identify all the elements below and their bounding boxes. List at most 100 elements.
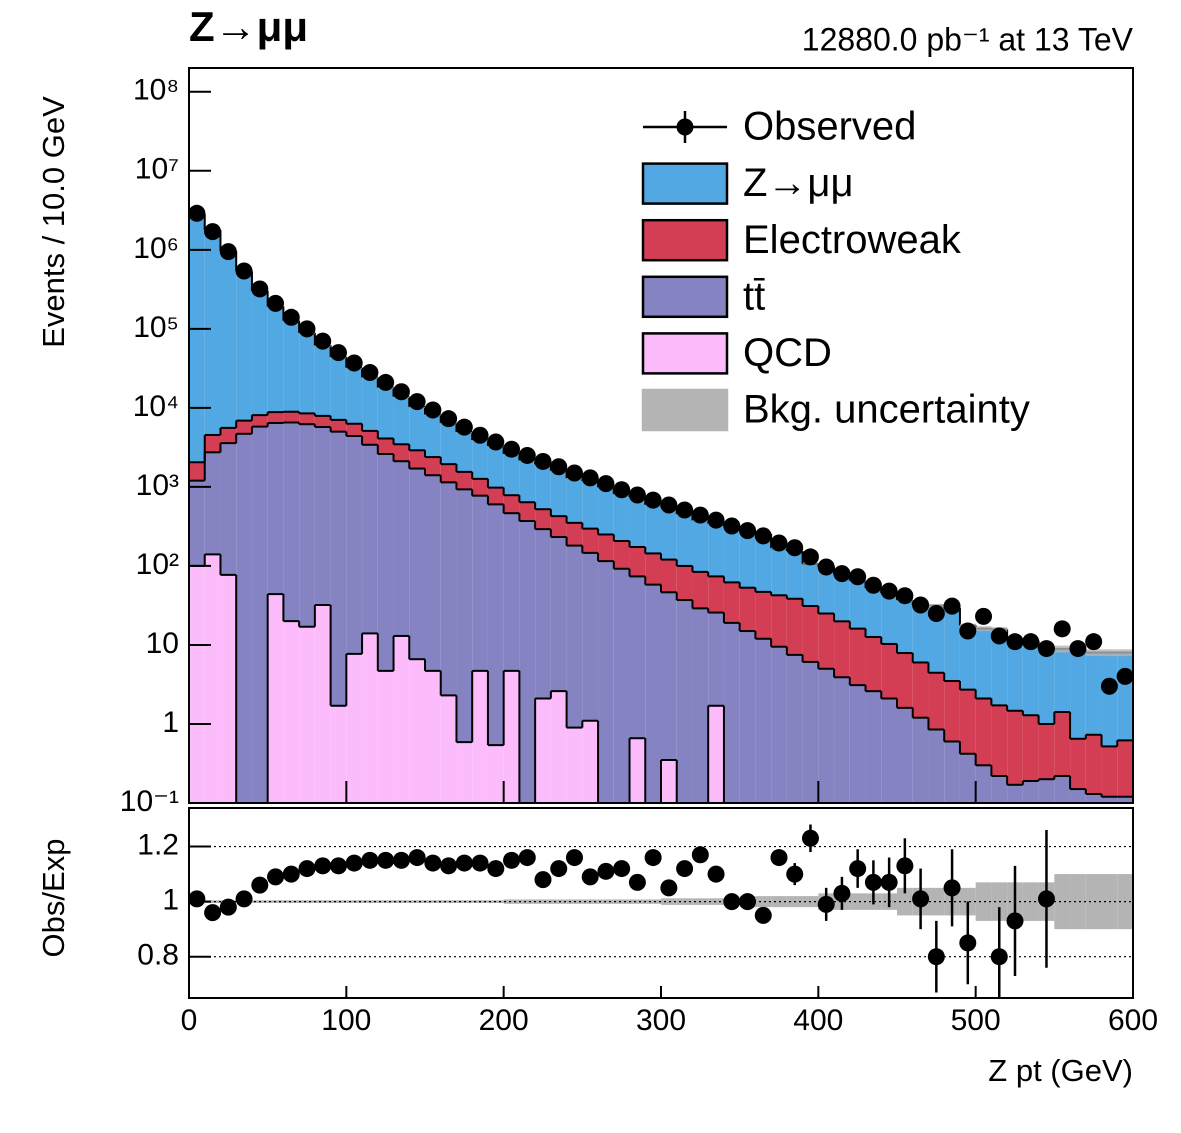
stack-bar: [582, 528, 599, 553]
observed-point: [1116, 667, 1133, 685]
uncertainty-band: [1101, 649, 1118, 657]
stack-bar: [456, 471, 473, 490]
ratio-point: [581, 868, 599, 886]
ratio-point: [864, 873, 882, 891]
stack-bar: [802, 563, 819, 607]
stack-bar: [629, 738, 646, 803]
stack-bar: [1101, 652, 1118, 747]
stack-bar: [283, 320, 300, 412]
stack-bar: [550, 536, 567, 692]
stack-bar: [440, 482, 457, 696]
stack-bar: [362, 430, 378, 445]
stack-bar: [1022, 640, 1039, 716]
stack-bar: [393, 461, 410, 636]
stack-bar: [661, 760, 677, 803]
stack-bar: [330, 356, 347, 420]
stack-bar: [1022, 780, 1039, 803]
stack-bar: [723, 582, 740, 623]
x-tick-label: 100: [321, 1004, 371, 1037]
stack-bar: [912, 717, 929, 803]
ratio-point: [408, 849, 426, 867]
legend-label: tt̄: [743, 274, 765, 318]
ratio-uncertainty-band: [1070, 874, 1086, 930]
stack-bar: [708, 705, 724, 803]
stack-bar: [503, 495, 520, 514]
ratio-point: [628, 873, 646, 891]
observed-point: [1022, 633, 1040, 651]
y-tick-label: 10⁸: [133, 74, 179, 107]
ratio-point: [597, 862, 615, 880]
stack-bar: [330, 419, 347, 432]
observed-point: [817, 558, 835, 576]
ratio-axis-title: Obs/Exp: [36, 839, 71, 958]
stack-bar: [550, 691, 567, 803]
stack-bar: [1070, 789, 1086, 803]
ratio-point: [392, 851, 410, 869]
x-tick-label: 0: [181, 1004, 198, 1037]
stack-bar: [676, 565, 693, 601]
ratio-uncertainty-band: [645, 899, 661, 904]
ratio-uncertainty-band: [661, 898, 677, 905]
stack-bar: [708, 576, 724, 613]
x-tick-label: 600: [1108, 1004, 1158, 1037]
stack-bar: [975, 628, 992, 699]
stack-bar: [944, 680, 960, 742]
stack-bar: [739, 587, 756, 632]
observed-point: [518, 446, 536, 464]
stack-bar: [377, 387, 394, 439]
stack-bar: [220, 251, 237, 428]
ratio-point: [298, 860, 316, 878]
ratio-point: [691, 846, 709, 864]
stack-bar: [928, 672, 945, 730]
stack-bar: [865, 637, 882, 692]
legend-label: Z→μμ: [743, 161, 854, 205]
stack-bar: [613, 540, 630, 569]
observed-point: [204, 223, 222, 241]
stack-bar: [661, 559, 677, 593]
ratio-point: [880, 873, 898, 891]
stack-bar: [519, 502, 536, 522]
stack-bar: [472, 440, 488, 479]
stack-bar: [440, 422, 457, 465]
observed-point: [219, 243, 237, 261]
observed-point: [329, 344, 347, 362]
observed-point: [739, 522, 757, 540]
ratio-point: [739, 893, 757, 911]
stack-bar: [314, 345, 331, 416]
stack-bar: [251, 290, 268, 416]
ratio-point: [912, 890, 930, 908]
stack-bar: [645, 584, 661, 803]
stack-bar: [267, 412, 284, 423]
observed-point: [534, 452, 552, 470]
ratio-uncertainty-band: [1085, 874, 1102, 930]
observed-point: [770, 534, 788, 552]
observed-point: [345, 354, 363, 372]
observed-point: [597, 475, 615, 493]
stack-bar: [786, 598, 803, 655]
stack-bar: [849, 628, 866, 686]
observed-point: [959, 622, 977, 640]
ratio-point: [927, 948, 945, 966]
observed-point: [235, 262, 253, 280]
stack-bar: [708, 612, 724, 706]
ratio-point: [943, 879, 961, 897]
stack-bar: [503, 513, 520, 671]
stack-bar: [692, 608, 709, 803]
ratio-uncertainty-band: [314, 900, 331, 903]
ratio-point: [424, 854, 442, 872]
stack-bar: [566, 522, 583, 546]
main-plot-area: [189, 204, 1133, 803]
observed-point: [503, 440, 521, 458]
stack-bar: [629, 546, 646, 577]
stack-bar: [598, 534, 614, 562]
ratio-point: [345, 854, 363, 872]
stack-bar: [346, 367, 363, 424]
stack-bar: [959, 689, 976, 754]
ratio-uncertainty-band: [393, 900, 410, 903]
observed-point: [833, 565, 851, 583]
stack-bar: [204, 452, 221, 555]
uncertainty-band: [975, 626, 992, 632]
stack-bar: [314, 415, 331, 427]
observed-point: [189, 204, 206, 222]
stack-bar: [535, 529, 551, 699]
